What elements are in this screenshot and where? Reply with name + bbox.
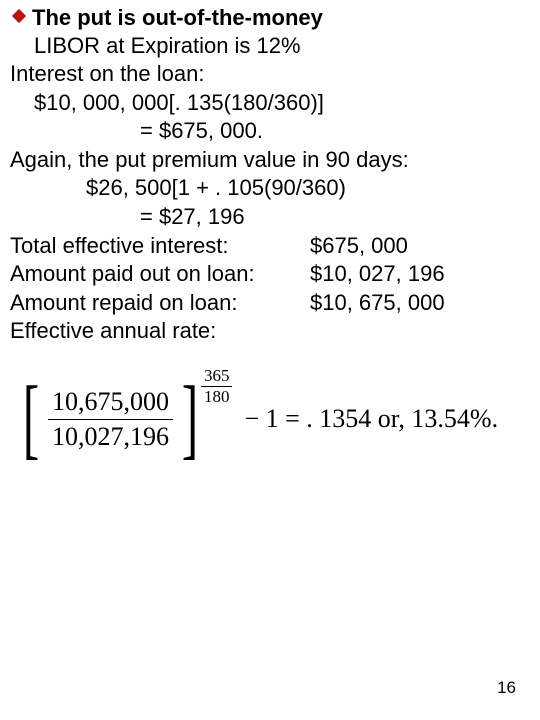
line-effective-rate: Effective annual rate: xyxy=(10,317,530,346)
row-value: $675, 000 xyxy=(310,232,530,261)
line-libor: LIBOR at Expiration is 12% xyxy=(10,32,530,61)
row-label: Amount repaid on loan: xyxy=(10,289,310,318)
heading-text: The put is out-of-the-money xyxy=(32,4,323,32)
left-bracket-icon: [ xyxy=(23,384,39,454)
exp-numerator: 365 xyxy=(201,366,233,386)
line-premium-result: = $27, 196 xyxy=(10,203,530,232)
heading-line: The put is out-of-the-money xyxy=(10,4,530,32)
formula-tail: − 1 = . 1354 or, 13.54%. xyxy=(244,404,498,434)
diamond-bullet-icon xyxy=(12,9,26,23)
row-value: $10, 675, 000 xyxy=(310,289,530,318)
line-interest-result: = $675, 000. xyxy=(10,117,530,146)
row-label: Amount paid out on loan: xyxy=(10,260,310,289)
exp-denominator: 180 xyxy=(201,386,233,407)
row-amount-repaid: Amount repaid on loan: $10, 675, 000 xyxy=(10,289,530,318)
exponent-fraction: 365 180 xyxy=(201,366,233,407)
exponent: 365 180 xyxy=(199,366,235,407)
row-label: Total effective interest: xyxy=(10,232,310,261)
row-total-interest: Total effective interest: $675, 000 xyxy=(10,232,530,261)
formula: [ 10,675,000 10,027,196 ] 365 180 − 1 = … xyxy=(16,384,530,454)
slide: The put is out-of-the-money LIBOR at Exp… xyxy=(0,0,540,720)
line-premium-calc: $26, 500[1 + . 105(90/360) xyxy=(10,174,530,203)
right-bracket-icon: ] xyxy=(182,384,198,454)
row-value: $10, 027, 196 xyxy=(310,260,530,289)
row-amount-paid: Amount paid out on loan: $10, 027, 196 xyxy=(10,260,530,289)
line-interest-label: Interest on the loan: xyxy=(10,60,530,89)
line-interest-calc: $10, 000, 000[. 135(180/360)] xyxy=(10,89,530,118)
page-number: 16 xyxy=(497,678,516,698)
fraction-numerator: 10,675,000 xyxy=(48,387,173,419)
fraction-denominator: 10,027,196 xyxy=(48,419,173,452)
line-premium-label: Again, the put premium value in 90 days: xyxy=(10,146,530,175)
main-fraction: 10,675,000 10,027,196 xyxy=(48,387,173,452)
body-block: LIBOR at Expiration is 12% Interest on t… xyxy=(10,32,530,347)
